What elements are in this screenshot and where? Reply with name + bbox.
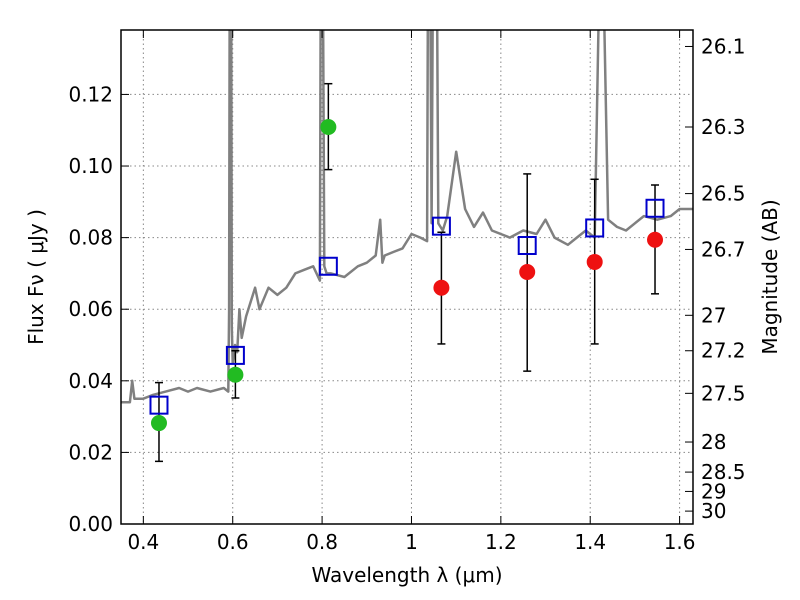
model-square — [585, 218, 605, 238]
magnitude-tick-label: 28.5 — [701, 460, 746, 484]
grid — [121, 30, 693, 525]
x-tick-label: 0.4 — [127, 530, 159, 554]
y-axis-label: Flux Fν ( μJy ) — [24, 209, 48, 345]
model-square — [318, 256, 338, 276]
green-point — [227, 366, 244, 383]
spectrum-line — [121, 30, 693, 404]
magnitude-tick-label: 30 — [701, 499, 726, 523]
model-square — [149, 395, 169, 415]
magnitude-tick-label: 26.1 — [701, 34, 746, 58]
x-tick-label: 0.6 — [217, 530, 249, 554]
magnitude-tick-label: 26.5 — [701, 182, 746, 206]
magnitude-tick-label: 27.5 — [701, 381, 746, 405]
red-point — [433, 279, 450, 296]
red-point — [586, 253, 603, 270]
y-tick-label: 0.02 — [68, 440, 113, 464]
model-square — [517, 235, 537, 255]
x-axis-label: Wavelength λ (μm) — [311, 563, 502, 587]
magnitude-tick-label: 26.7 — [701, 237, 746, 261]
y-tick-label: 0.06 — [68, 297, 113, 321]
magnitude-tick-label: 26.3 — [701, 115, 746, 139]
green-point — [150, 415, 167, 432]
x-tick-label: 1.4 — [574, 530, 606, 554]
red-point — [647, 231, 664, 248]
y-tick-label: 0.10 — [68, 154, 113, 178]
plot-frame — [120, 29, 694, 525]
y-tick-label: 0.08 — [68, 226, 113, 250]
magnitude-axis-label: Magnitude (AB) — [758, 199, 782, 354]
x-tick-label: 1 — [405, 530, 418, 554]
observed-points — [150, 119, 664, 432]
y-axis-ticks: 0.00 0.02 0.04 0.06 0.08 0.10 0.12 — [68, 82, 129, 536]
x-tick-label: 1.2 — [485, 530, 517, 554]
model-square — [225, 345, 245, 365]
x-tick-label: 1.6 — [664, 530, 696, 554]
model-band-squares — [149, 198, 665, 415]
magnitude-tick-label: 27 — [701, 303, 726, 327]
x-axis-ticks: 0.4 0.6 0.8 1 1.2 1.4 1.6 — [127, 30, 696, 554]
y-tick-label: 0.12 — [68, 82, 113, 106]
model-square — [431, 216, 451, 236]
magnitude-tick-label: 29 — [701, 479, 726, 503]
model-square — [645, 198, 665, 218]
green-point — [320, 119, 337, 136]
magnitude-tick-label: 28 — [701, 430, 726, 454]
y-tick-label: 0.04 — [68, 369, 113, 393]
magnitude-tick-label: 27.2 — [701, 339, 746, 363]
model-spectrum — [121, 30, 693, 404]
y-tick-label: 0.00 — [68, 512, 113, 536]
red-point — [519, 263, 536, 280]
x-tick-label: 0.8 — [306, 530, 338, 554]
